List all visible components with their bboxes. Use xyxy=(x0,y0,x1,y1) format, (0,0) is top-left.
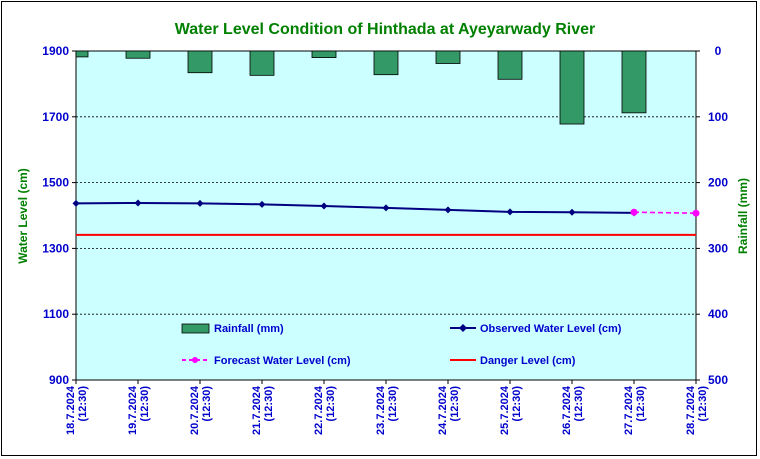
right-axis-ticks: 0 100 200 300 400 500 xyxy=(696,44,728,387)
x-tick-time: (12:30) xyxy=(635,386,647,422)
x-tick-label: 26.7.2024 (12:30) xyxy=(561,385,585,435)
rainfall-bar xyxy=(559,50,585,125)
x-tick-time: (12:30) xyxy=(511,386,523,422)
x-tick-date: 21.7.2024 xyxy=(251,385,263,435)
x-tick-date: 25.7.2024 xyxy=(499,385,511,435)
x-tick-date: 19.7.2024 xyxy=(127,385,139,435)
x-tick-label: 23.7.2024 (12:30) xyxy=(375,385,399,435)
x-tick-time: (12:30) xyxy=(387,386,399,422)
x-tick-date: 18.7.2024 xyxy=(65,385,77,435)
x-tick-time: (12:30) xyxy=(77,386,89,422)
y2-axis-title: Rainfall (mm) xyxy=(736,178,750,254)
right-tick-label: 0 xyxy=(715,44,722,58)
left-tick-label: 1900 xyxy=(42,44,69,58)
rainfall-bar xyxy=(125,50,151,59)
right-tick-label: 400 xyxy=(708,307,728,321)
x-tick-label: 22.7.2024 (12:30) xyxy=(313,385,337,435)
left-tick-label: 1700 xyxy=(42,110,69,124)
observed-point xyxy=(72,199,80,207)
rainfall-bar xyxy=(75,50,89,58)
legend-observed-label: Observed Water Level (cm) xyxy=(480,323,622,335)
legend-rainfall-swatch xyxy=(181,323,210,334)
forecast-water-level-series xyxy=(630,208,700,217)
x-tick-date: 26.7.2024 xyxy=(561,385,573,435)
x-tick-time: (12:30) xyxy=(573,386,585,422)
x-tick-label: 27.7.2024 (12:30) xyxy=(623,385,647,435)
legend-danger-label: Danger Level (cm) xyxy=(480,355,576,367)
observed-point xyxy=(196,199,204,207)
observed-point xyxy=(258,200,266,208)
observed-point xyxy=(506,208,514,216)
observed-point xyxy=(568,208,576,216)
legend-forecast-label: Forecast Water Level (cm) xyxy=(214,355,351,367)
gridlines xyxy=(76,116,696,315)
left-axis-ticks: 900 1100 1300 1500 1700 1900 xyxy=(42,44,76,387)
x-tick-date: 22.7.2024 xyxy=(313,385,325,435)
chart-title: Water Level Condition of Hinthada at Aye… xyxy=(175,21,596,38)
x-tick-time: (12:30) xyxy=(139,386,151,422)
observed-point xyxy=(382,204,390,212)
rainfall-bars xyxy=(75,50,647,125)
x-tick-time: (12:30) xyxy=(201,386,213,422)
x-tick-label: 18.7.2024 (12:30) xyxy=(65,385,89,435)
left-tick-label: 1500 xyxy=(42,176,69,190)
x-axis-ticks: 18.7.2024 (12:30) 19.7.2024 (12:30) 20.7.202… xyxy=(65,380,709,435)
x-tick-label: 24.7.2024 (12:30) xyxy=(437,385,461,435)
rainfall-bar xyxy=(373,50,399,76)
rainfall-bar xyxy=(249,50,275,76)
x-tick-date: 23.7.2024 xyxy=(375,385,387,435)
right-tick-label: 300 xyxy=(708,241,728,255)
x-tick-date: 27.7.2024 xyxy=(623,385,635,435)
observed-point xyxy=(134,199,142,207)
left-tick-label: 1100 xyxy=(43,307,69,321)
forecast-point xyxy=(692,209,700,217)
observed-point xyxy=(444,206,452,214)
x-tick-date: 20.7.2024 xyxy=(189,385,201,435)
rainfall-bar xyxy=(311,50,337,58)
legend-forecast-marker xyxy=(192,357,198,363)
plot-area xyxy=(75,50,697,381)
left-tick-label: 1300 xyxy=(42,241,69,255)
observed-line xyxy=(75,201,635,214)
right-tick-label: 100 xyxy=(708,110,728,124)
rainfall-bar xyxy=(435,50,461,64)
x-tick-label: 21.7.2024 (12:30) xyxy=(251,385,275,435)
x-tick-time: (12:30) xyxy=(263,386,275,422)
x-tick-date: 28.7.2024 xyxy=(685,385,697,435)
x-tick-time: (12:30) xyxy=(697,386,709,422)
observed-point xyxy=(320,202,328,210)
right-tick-label: 200 xyxy=(708,176,728,190)
forecast-line xyxy=(633,211,697,214)
rainfall-bar xyxy=(621,50,647,114)
rainfall-bar xyxy=(187,50,213,74)
legend-observed-marker xyxy=(459,324,467,332)
left-tick-label: 900 xyxy=(49,373,69,387)
right-tick-label: 500 xyxy=(708,373,728,387)
x-tick-time: (12:30) xyxy=(325,386,337,422)
rainfall-bar xyxy=(497,50,523,80)
x-tick-label: 28.7.2024 (12:30) xyxy=(685,385,709,435)
x-tick-date: 24.7.2024 xyxy=(437,385,449,435)
x-tick-label: 19.7.2024 (12:30) xyxy=(127,385,151,435)
legend-rainfall-label: Rainfall (mm) xyxy=(214,323,284,335)
legend: Rainfall (mm) Observed Water Level (cm) … xyxy=(181,323,622,367)
y-axis-title: Water Level (cm) xyxy=(16,168,30,264)
x-tick-label: 25.7.2024 (12:30) xyxy=(499,385,523,435)
forecast-point xyxy=(630,208,638,216)
x-tick-time: (12:30) xyxy=(449,386,461,422)
x-tick-label: 20.7.2024 (12:30) xyxy=(189,385,213,435)
